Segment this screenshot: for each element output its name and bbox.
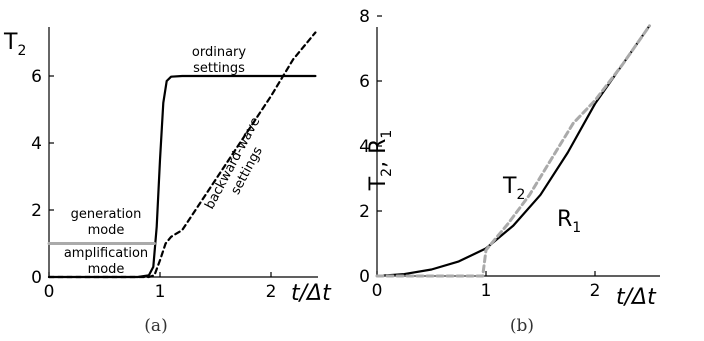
y-tick-label: 0	[359, 267, 370, 287]
x-tick-label: 2	[590, 281, 601, 301]
y-tick-label: 4	[31, 134, 42, 154]
annotation-ordinary: ordinary	[192, 45, 246, 60]
annotation-amplification-mode: mode	[88, 262, 125, 277]
y-tick-label: 6	[31, 67, 42, 87]
panel-b-caption: (b)	[510, 316, 534, 336]
series-line-t2	[375, 24, 651, 278]
annotation-generation-mode: mode	[88, 223, 125, 238]
x-tick-label: 2	[266, 282, 277, 302]
panel-b-series	[375, 24, 651, 278]
y-tick-label: 4	[359, 137, 370, 157]
label-r1: R1	[557, 207, 581, 236]
panel-b-x-title: t/Δt	[616, 285, 657, 310]
series-line-dashed-1	[47, 31, 317, 279]
annotation-generation: generation	[71, 207, 142, 222]
x-tick-label: 0	[372, 281, 383, 301]
annotation-backward-wave: backward-wave settings	[202, 115, 266, 212]
series-line-solid-0	[47, 74, 317, 279]
annotation-amplification: amplification	[64, 246, 148, 261]
x-tick-label: 1	[481, 281, 492, 301]
y-tick-label: 2	[359, 202, 370, 222]
panel-a-y-ticks: 0 2 4 6	[31, 67, 54, 288]
svg-text:T2, R1: T2, R1	[366, 130, 395, 192]
x-tick-label: 1	[155, 282, 166, 302]
panel-b: T2, R1 0 2 4 6 8 0 1 2 t/Δt T2 R1 (b)	[359, 7, 660, 336]
panel-b-y-title: T2, R1	[366, 130, 395, 192]
panel-a-y-title: T2	[3, 30, 26, 59]
y-tick-label: 6	[359, 72, 370, 92]
panel-a-x-title: t/Δt	[291, 281, 332, 306]
y-tick-label: 2	[31, 201, 42, 221]
y-tick-label: 8	[359, 7, 370, 27]
panel-a-series	[47, 31, 317, 279]
series-line-r1	[375, 24, 651, 278]
annotation-ordinary-settings: settings	[193, 61, 245, 76]
panel-a-caption: (a)	[144, 316, 167, 336]
label-t2: T2	[502, 174, 525, 203]
y-tick-label: 0	[31, 268, 42, 288]
x-tick-label: 0	[44, 282, 55, 302]
panel-a: T2 0 2 4 6 0 1 2 t/Δt ordinary settings backw…	[3, 27, 332, 336]
